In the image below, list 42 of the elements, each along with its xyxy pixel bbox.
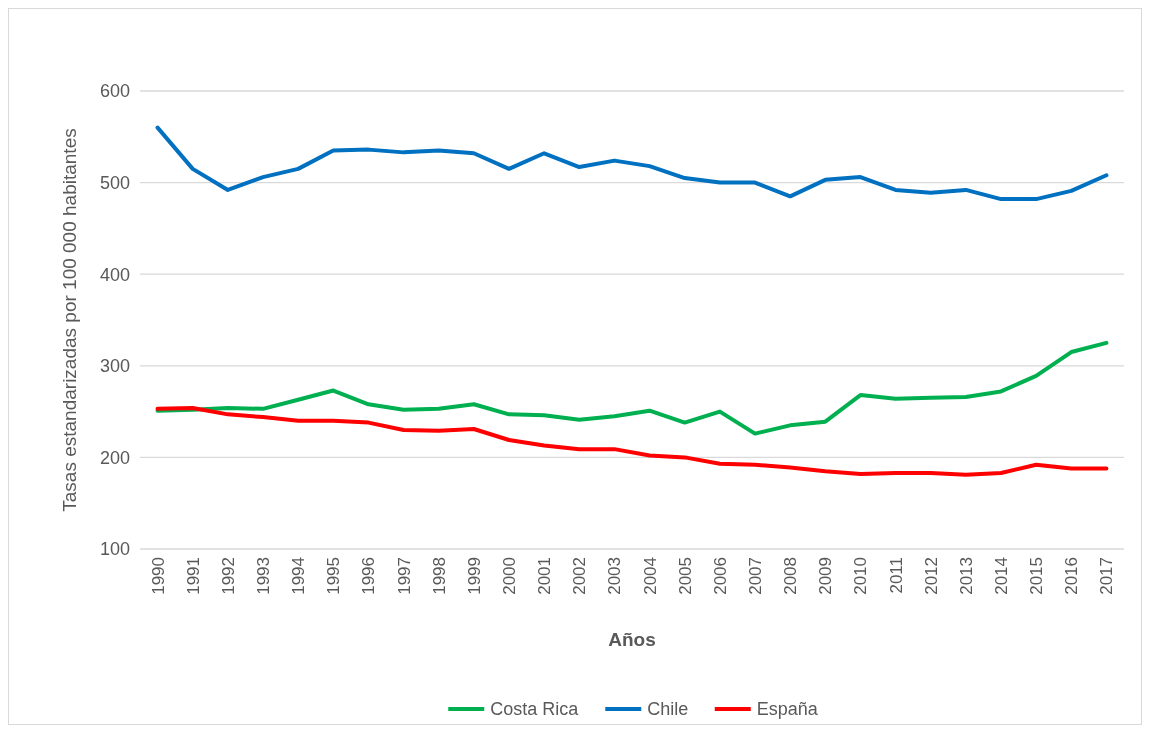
x-tick-label: 2014	[992, 557, 1011, 595]
x-tick-label: 2005	[675, 557, 695, 595]
line-series	[155, 340, 1109, 436]
x-tick-label: 2017	[1097, 557, 1117, 595]
legend-label: España	[756, 699, 819, 720]
x-tick-label: 2002	[570, 557, 590, 595]
y-tick-label: 100	[99, 539, 130, 560]
y-axis-title: Tasas estandarizadas por 100 000 habitantes	[59, 128, 80, 512]
x-tick-label: 1993	[254, 557, 273, 595]
x-tick-label: 2013	[956, 557, 976, 595]
x-tick-label: 2006	[710, 557, 730, 595]
x-tick-label: 1996	[359, 557, 379, 595]
y-tick-label: 600	[99, 81, 130, 102]
x-tick-label: 1995	[324, 557, 344, 595]
x-tick-label: 1992	[218, 557, 238, 595]
x-tick-label: 2009	[816, 557, 836, 595]
x-tick-label: 2015	[1027, 557, 1047, 595]
x-tick-label: 2010	[851, 557, 871, 595]
x-tick-label: 2003	[605, 557, 625, 595]
x-tick-label: 2000	[500, 557, 519, 595]
x-tick-label: 2001	[535, 557, 555, 595]
y-tick-label: 200	[99, 447, 130, 468]
y-tick-label: 300	[99, 356, 130, 377]
y-tick-label: 500	[99, 172, 130, 193]
line-series	[155, 405, 1109, 477]
x-tick-label: 1997	[394, 557, 414, 595]
x-tick-label: 2008	[781, 557, 801, 595]
line-series	[155, 125, 1109, 202]
x-axis-title: Años	[608, 629, 656, 650]
x-tick-label: 1998	[429, 557, 449, 595]
x-tick-label: 2016	[1062, 557, 1082, 595]
legend-label: Chile	[647, 699, 689, 720]
x-tick-label: 1990	[148, 557, 168, 595]
legend-label: Costa Rica	[490, 699, 580, 720]
x-tick-label: 2007	[746, 557, 765, 595]
x-tick-label: 2004	[640, 557, 660, 595]
x-tick-label: 1999	[464, 557, 484, 595]
x-tick-label: 2012	[921, 557, 941, 595]
x-tick-label: 1994	[289, 557, 309, 595]
x-tick-label: 1991	[183, 557, 203, 595]
y-tick-label: 400	[99, 264, 130, 285]
x-tick-label: 2011	[886, 557, 906, 594]
